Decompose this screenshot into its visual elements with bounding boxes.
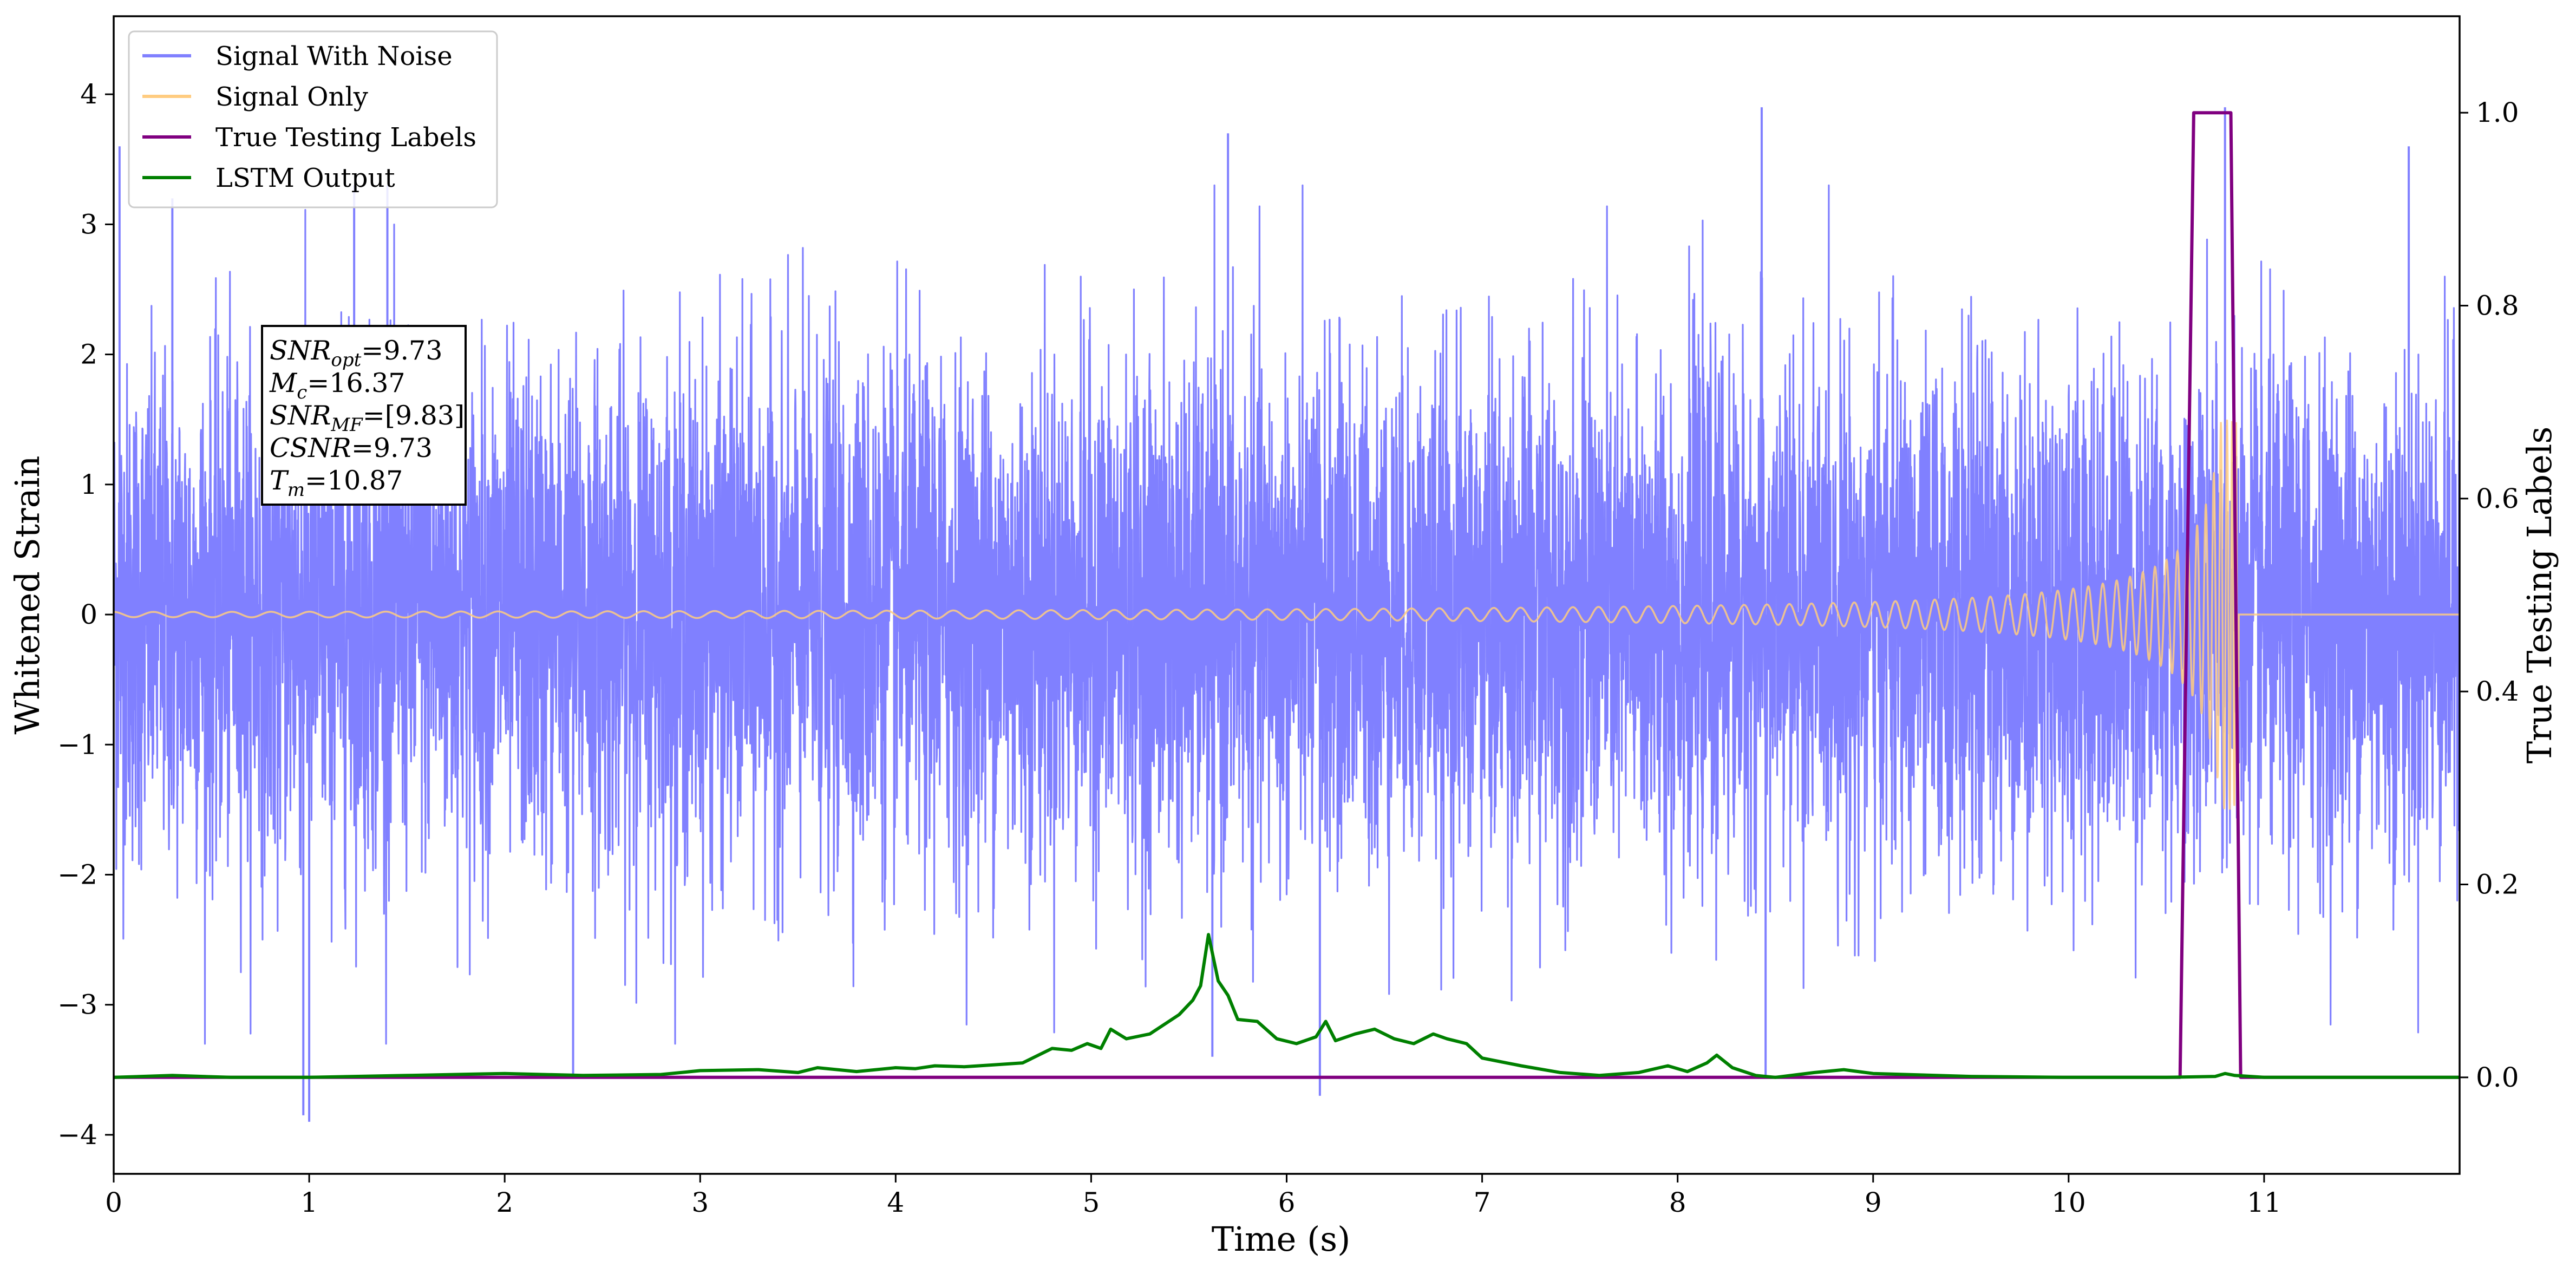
annotation-line-1: Mc=16.37 — [269, 368, 406, 403]
y-axis-right-label: True Testing Labels — [2520, 427, 2559, 764]
x-tick-label-6: 6 — [1278, 1187, 1296, 1218]
legend-label-3: LSTM Output — [215, 163, 395, 193]
x-tick-label-10: 10 — [2051, 1187, 2086, 1218]
parameter-annotation-box: SNRopt=9.73Mc=16.37SNRMF=[9.83]CSNR=9.73… — [261, 325, 467, 506]
legend: Signal With Noise Signal Only True Testing… — [128, 30, 498, 208]
x-tick-label-0: 0 — [105, 1187, 122, 1218]
y-tick-label-6: −2 — [57, 859, 97, 890]
x-axis-label: Time (s) — [1212, 1219, 1351, 1259]
y2-tick-label-1: 0.8 — [2476, 290, 2519, 322]
y-axis-right: 1.0 0.8 0.6 0.4 0.2 0.0 — [2460, 97, 2519, 1093]
y-tick-label-3: 1 — [80, 469, 97, 500]
x-tick-label-8: 8 — [1669, 1187, 1686, 1218]
signal-with-noise-extremes — [118, 107, 2410, 1122]
x-tick-label-2: 2 — [496, 1187, 513, 1218]
annotation-line-4: Tm=10.87 — [270, 465, 403, 501]
y2-tick-label-5: 0.0 — [2476, 1062, 2519, 1093]
y-tick-label-7: −3 — [57, 989, 97, 1021]
y-tick-label-2: 2 — [80, 339, 97, 370]
y2-tick-label-2: 0.6 — [2476, 483, 2519, 514]
y-tick-label-1: 3 — [80, 208, 97, 240]
series-layer — [114, 107, 2460, 1122]
x-tick-label-1: 1 — [300, 1187, 318, 1218]
annotation-line-2: SNRMF=[9.83] — [270, 400, 465, 436]
x-tick-label-9: 9 — [1865, 1187, 1882, 1218]
series-signal-only — [114, 420, 2460, 810]
x-tick-label-5: 5 — [1083, 1187, 1100, 1218]
x-tick-label-11: 11 — [2247, 1187, 2281, 1218]
annotation-frame — [261, 325, 467, 506]
y-axis-left: 4 3 2 1 0 −1 −2 −3 −4 — [57, 79, 114, 1151]
y-tick-label-4: 0 — [80, 599, 97, 630]
x-tick-label-3: 3 — [691, 1187, 709, 1218]
legend-label-2: True Testing Labels — [215, 122, 476, 153]
y2-tick-label-3: 0.4 — [2476, 676, 2519, 707]
y-tick-label-8: −4 — [57, 1119, 97, 1151]
y2-tick-label-4: 0.2 — [2476, 869, 2519, 900]
annotation-line-3: CSNR=9.73 — [270, 433, 433, 463]
y-tick-label-5: −1 — [57, 729, 97, 760]
annotation-line-0: SNRopt=9.73 — [270, 335, 442, 371]
y-tick-label-0: 4 — [80, 79, 97, 110]
x-tick-label-4: 4 — [887, 1187, 904, 1218]
legend-label-0: Signal With Noise — [215, 41, 453, 71]
y-axis-label: Whitened Strain — [8, 456, 47, 735]
legend-label-1: Signal Only — [215, 82, 368, 112]
x-tick-label-7: 7 — [1474, 1187, 1491, 1218]
y2-tick-label-0: 1.0 — [2476, 97, 2519, 128]
legend-box — [128, 30, 498, 208]
x-axis: 0 1 2 3 4 5 6 7 8 9 10 11 — [105, 1174, 2281, 1218]
series-signal-with-noise — [114, 184, 2460, 1045]
series-lstm-output — [114, 933, 2460, 1079]
